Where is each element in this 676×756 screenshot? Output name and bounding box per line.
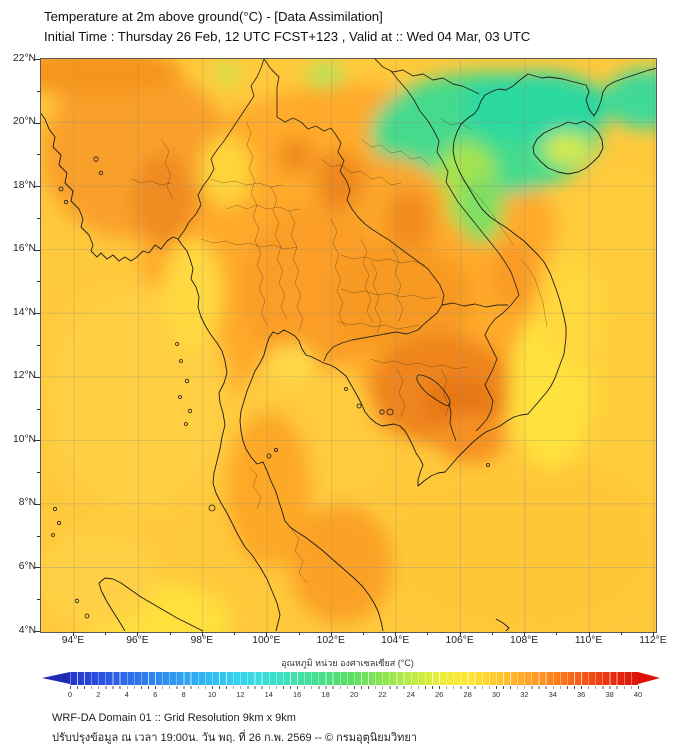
latitude-tick [35,440,40,442]
temperature-map [41,59,656,632]
longitude-tick [137,632,139,636]
province-borders [130,118,548,584]
coastline [41,67,656,632]
map-canvas [40,58,657,633]
latitude-minor-tick [37,154,40,156]
page-title: Temperature at 2m above ground(°C) - [Da… [44,9,383,24]
longitude-tick [588,632,590,636]
latitude-minor-tick [37,408,40,410]
latitude-label: 22°N [12,52,36,64]
longitude-label: 112°E [639,635,667,646]
longitude-minor-tick [298,632,300,635]
latitude-label: 8°N [18,497,36,509]
latitude-tick [35,59,40,60]
longitude-minor-tick [620,632,622,635]
longitude-label: 94°E [61,635,85,646]
colorbar-left-arrow [42,672,70,684]
colorbar-tick-label: 20 [349,690,359,699]
footer-domain-info: WRF-DA Domain 01 :: Grid Resolution 9km … [52,712,296,724]
latitude-label: 6°N [18,560,36,572]
colorbar-tick-label: 36 [577,690,586,699]
colorbar-tick-label: 34 [548,690,557,699]
longitude-label: 96°E [126,635,149,646]
colorbar-tick-label: 14 [264,690,273,699]
longitude-tick [201,632,203,636]
country-borders [177,59,520,432]
colorbar-tick-label: 40 [633,690,643,699]
latitude-minor-tick [37,345,40,347]
longitude-tick [459,632,461,636]
lake-tonle-sap [416,374,457,442]
latitude-tick [35,249,40,251]
latitude-tick [35,567,40,569]
latitude-tick [35,186,40,188]
colorbar-tick-label: 38 [605,690,614,699]
longitude-label: 102°E [316,635,345,646]
longitude-minor-tick [362,632,364,635]
longitude-tick [73,632,74,636]
latitude-minor-tick [37,217,40,219]
longitude-minor-tick [234,632,236,635]
colorbar-tick-label: 16 [293,690,302,699]
colorbar-tick-label: 32 [520,690,529,699]
longitude-minor-tick [169,632,171,635]
latitude-tick [35,503,40,505]
colorbar-tick-label: 24 [406,690,415,699]
longitude-label: 106°E [445,635,474,646]
colorbar [70,672,638,685]
latitude-label: 16°N [12,243,36,255]
gridlines [41,59,656,632]
colorbar-tick-label: 18 [321,690,330,699]
longitude-tick [395,632,397,636]
longitude-label: 104°E [381,635,410,646]
longitude-tick [652,632,654,636]
longitude-tick [266,632,268,636]
colorbar-tick-label: 8 [181,690,186,699]
colorbar-tick-label: 12 [236,690,245,699]
colorbar-tick-label: 2 [96,690,101,699]
longitude-label: 108°E [509,635,539,646]
longitude-minor-tick [105,632,107,635]
colorbar-tick-label: 28 [463,690,472,699]
longitude-label: 98°E [190,635,214,646]
colorbar-tick-label: 26 [435,690,444,699]
colorbar-label: อุณหภูมิ หน่วย องศาเซลเซียส (°C) [281,658,414,668]
longitude-tick [524,632,526,636]
colorbar-tick-label: 22 [378,690,387,699]
latitude-tick [35,631,40,633]
colorbar-tick-label: 0 [67,690,73,699]
latitude-tick [35,376,40,378]
footer-update-info: ปรับปรุงข้อมูล ณ เวลา 19:00น. วัน พฤ. ที… [52,732,417,744]
latitude-minor-tick [37,472,40,474]
latitude-label: 4°N [18,624,36,636]
longitude-label: 110°E [574,635,603,646]
temperature-field [41,59,656,632]
latitude-minor-tick [37,599,40,601]
latitude-label: 10°N [12,433,36,445]
page-subtitle: Initial Time : Thursday 26 Feb, 12 UTC F… [44,29,531,44]
longitude-minor-tick [427,632,429,635]
longitude-tick [330,632,332,636]
latitude-label: 18°N [12,179,36,191]
latitude-label: 12°N [12,370,36,382]
colorbar-tick-label: 10 [207,690,217,699]
colorbar-tick-label: 6 [153,690,158,699]
colorbar-minor-ticks [70,686,639,689]
latitude-minor-tick [37,90,40,92]
longitude-minor-tick [556,632,558,635]
longitude-minor-tick [491,632,493,635]
longitude-label: 100°E [252,635,281,646]
latitude-label: 14°N [12,306,36,318]
colorbar-cell-separators [70,672,638,685]
latitude-tick [35,313,40,315]
latitude-minor-tick [37,281,40,283]
latitude-minor-tick [37,535,40,537]
colorbar-right-arrow [638,672,660,684]
colorbar-tick-label: 4 [124,690,129,699]
islands [51,156,490,619]
latitude-tick [35,122,40,124]
colorbar-tick-label: 30 [491,690,501,699]
latitude-label: 20°N [12,116,36,128]
